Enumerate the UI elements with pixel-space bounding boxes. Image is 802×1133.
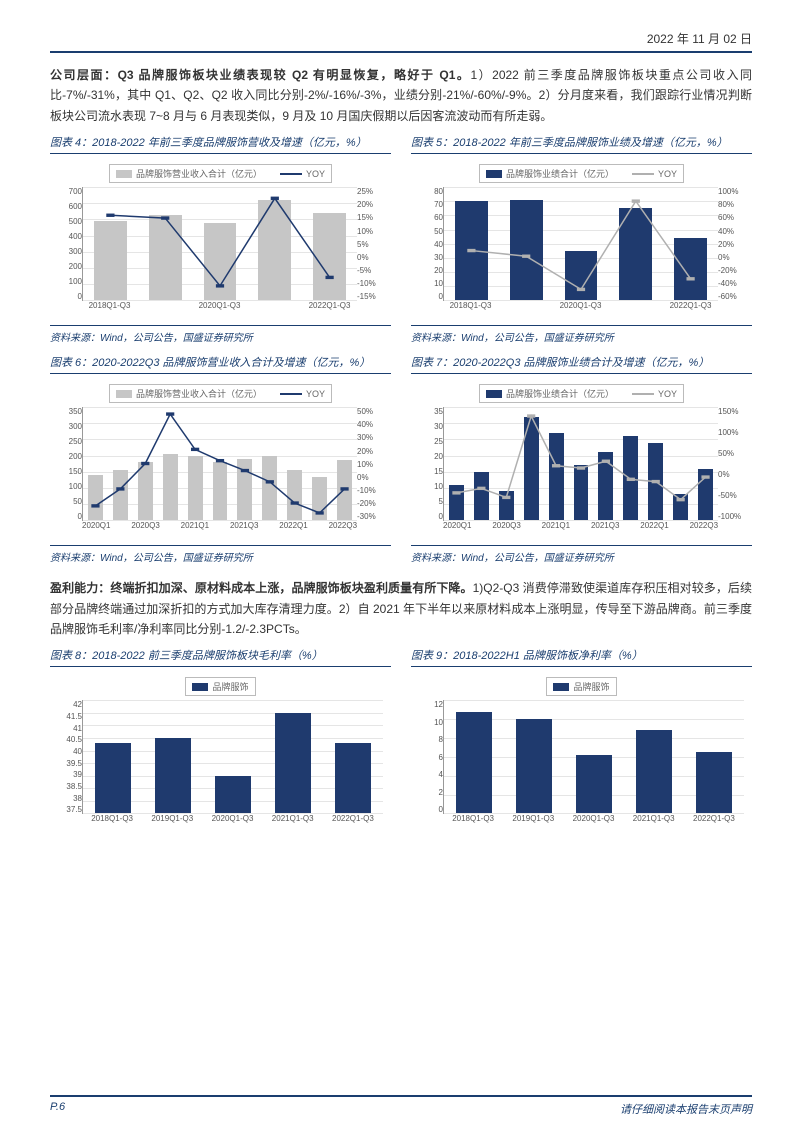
chart-6-source: 资料来源：Wind，公司公告，国盛证券研究所	[50, 545, 391, 564]
chart-4: 图表 4：2018-2022 年前三季度品牌服饰营收及增速（亿元，%） 品牌服饰…	[50, 134, 391, 344]
chart-9: 图表 9：2018-2022H1 品牌服饰板净利率（%） 品牌服饰1210864…	[411, 647, 752, 836]
chart-5-title: 图表 5：2018-2022 年前三季度品牌服饰业绩及增速（亿元，%）	[411, 134, 752, 154]
chart-8: 图表 8：2018-2022 前三季度品牌服饰板块毛利率（%） 品牌服饰4241…	[50, 647, 391, 836]
chart-6: 图表 6：2020-2022Q3 品牌服饰营业收入合计及增速（亿元，%） 品牌服…	[50, 354, 391, 564]
page-number: P.6	[50, 1101, 65, 1117]
paragraph-1: 公司层面：Q3 品牌服饰板块业绩表现较 Q2 有明显恢复，略好于 Q1。1）20…	[50, 65, 752, 126]
para2-bold: 盈利能力：终端折扣加深、原材料成本上涨，品牌服饰板块盈利质量有所下降。	[50, 581, 473, 595]
chart-4-title: 图表 4：2018-2022 年前三季度品牌服饰营收及增速（亿元，%）	[50, 134, 391, 154]
paragraph-2: 盈利能力：终端折扣加深、原材料成本上涨，品牌服饰板块盈利质量有所下降。1)Q2-…	[50, 578, 752, 639]
chart-4-source: 资料来源：Wind，公司公告，国盛证券研究所	[50, 325, 391, 344]
para1-bold: 公司层面：Q3 品牌服饰板块业绩表现较 Q2 有明显恢复，略好于 Q1。	[50, 68, 470, 82]
chart-7-source: 资料来源：Wind，公司公告，国盛证券研究所	[411, 545, 752, 564]
chart-5-source: 资料来源：Wind，公司公告，国盛证券研究所	[411, 325, 752, 344]
header-date: 2022 年 11 月 02 日	[50, 30, 752, 53]
chart-6-title: 图表 6：2020-2022Q3 品牌服饰营业收入合计及增速（亿元，%）	[50, 354, 391, 374]
chart-8-title: 图表 8：2018-2022 前三季度品牌服饰板块毛利率（%）	[50, 647, 391, 667]
chart-9-title: 图表 9：2018-2022H1 品牌服饰板净利率（%）	[411, 647, 752, 667]
chart-5: 图表 5：2018-2022 年前三季度品牌服饰业绩及增速（亿元，%） 品牌服饰…	[411, 134, 752, 344]
disclaimer: 请仔细阅读本报告末页声明	[620, 1101, 752, 1117]
chart-7-title: 图表 7：2020-2022Q3 品牌服饰业绩合计及增速（亿元，%）	[411, 354, 752, 374]
chart-7: 图表 7：2020-2022Q3 品牌服饰业绩合计及增速（亿元，%） 品牌服饰业…	[411, 354, 752, 564]
footer: P.6 请仔细阅读本报告末页声明	[50, 1095, 752, 1117]
